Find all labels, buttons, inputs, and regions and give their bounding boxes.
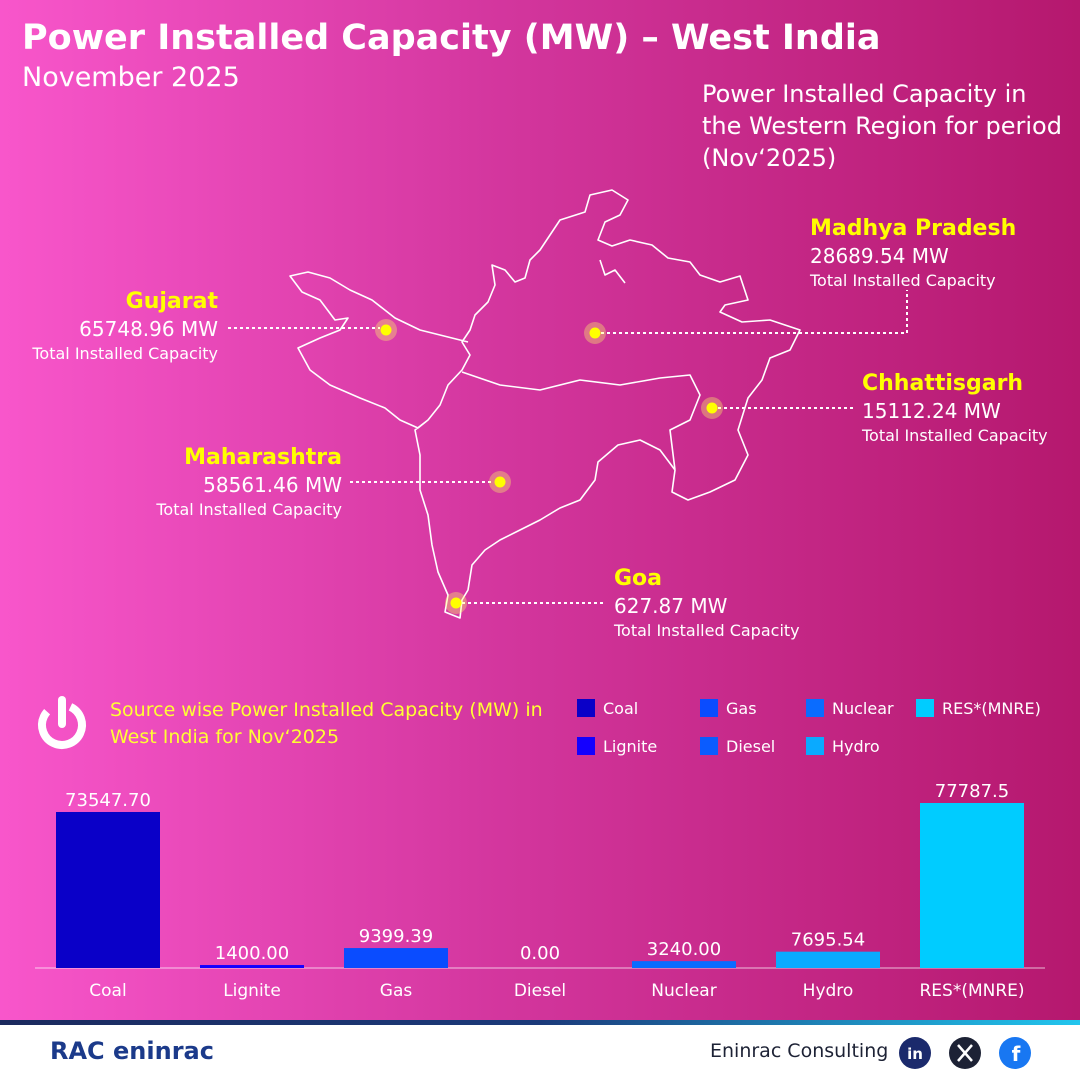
state-caption: Total Installed Capacity — [809, 271, 996, 290]
state-capacity: 28689.54 MW — [810, 244, 949, 268]
state-caption: Total Installed Capacity — [155, 500, 342, 519]
state-dot — [589, 327, 601, 339]
state-name: Madhya Pradesh — [810, 216, 1016, 241]
x-tick-label: Coal — [89, 981, 126, 1001]
bar — [632, 961, 736, 968]
legend-swatch — [700, 699, 718, 717]
value-label: 0.00 — [520, 943, 560, 964]
state-dot — [450, 597, 462, 609]
bar — [56, 811, 160, 968]
state-name: Gujarat — [126, 289, 219, 314]
footer: RAC eninrac in f — [0, 1025, 1080, 1080]
state-caption: Total Installed Capacity — [861, 426, 1048, 445]
logo: RAC eninrac — [50, 1037, 214, 1065]
value-label: 9399.39 — [359, 926, 433, 947]
legend-swatch — [577, 737, 595, 755]
x-tick-label: RES*(MNRE) — [919, 981, 1024, 1001]
svg-text:f: f — [1012, 1042, 1021, 1066]
legend-swatch — [700, 737, 718, 755]
subtitle: November 2025 — [22, 62, 240, 93]
state-dot — [706, 402, 718, 414]
bar — [200, 965, 304, 968]
title: Power Installed Capacity (MW) – West Ind… — [22, 18, 881, 58]
map-outline — [289, 189, 801, 619]
value-label: 1400.00 — [215, 943, 289, 964]
bar — [776, 951, 880, 968]
state-caption: Total Installed Capacity — [613, 621, 800, 640]
bar — [920, 803, 1024, 968]
chart-title: Source wise Power Installed Capacity (MW… — [110, 699, 543, 748]
x-tick-label: Lignite — [223, 981, 281, 1001]
value-label: 77787.5 — [935, 781, 1009, 802]
state-capacity: 65748.96 MW — [79, 317, 218, 341]
map-description: Power Installed Capacity in the Western … — [702, 80, 1062, 172]
legend-label: Lignite — [603, 737, 657, 756]
value-label: 73547.70 — [65, 790, 151, 811]
legend-label: Coal — [603, 699, 638, 718]
legend-swatch — [577, 699, 595, 717]
x-tick-label: Hydro — [803, 981, 854, 1001]
legend-label: RES*(MNRE) — [942, 699, 1041, 718]
footer-strip — [0, 1020, 1080, 1025]
state-capacity: 58561.46 MW — [203, 473, 342, 497]
state-capacity: 15112.24 MW — [862, 399, 1001, 423]
legend-label: Hydro — [832, 737, 880, 756]
value-label: 3240.00 — [647, 939, 721, 960]
state-caption: Total Installed Capacity — [31, 344, 218, 363]
value-label: 7695.54 — [791, 930, 865, 951]
company: Eninrac Consulting — [710, 1040, 889, 1062]
legend-label: Diesel — [726, 737, 775, 756]
legend-swatch — [806, 699, 824, 717]
state-dot — [380, 324, 392, 336]
legend-swatch — [916, 699, 934, 717]
linkedin[interactable]: in — [899, 1037, 931, 1069]
bar — [344, 948, 448, 968]
legend-swatch — [806, 737, 824, 755]
x-tick-label: Nuclear — [651, 981, 716, 1001]
svg-text:in: in — [907, 1045, 923, 1063]
x-tick-label: Diesel — [514, 981, 566, 1001]
power-icon — [38, 701, 86, 749]
legend-label: Nuclear — [832, 699, 894, 718]
legend-label: Gas — [726, 699, 757, 718]
state-dot — [494, 476, 506, 488]
footer-icons: RAC eninrac in f — [50, 1037, 1031, 1069]
state-name: Goa — [614, 566, 662, 591]
x-social[interactable] — [949, 1037, 981, 1069]
state-name: Maharashtra — [184, 445, 342, 470]
state-name: Chhattisgarh — [862, 371, 1023, 396]
state-capacity: 627.87 MW — [614, 594, 728, 618]
leader-line — [601, 290, 908, 334]
facebook[interactable]: f — [999, 1037, 1031, 1069]
x-tick-label: Gas — [380, 981, 413, 1001]
